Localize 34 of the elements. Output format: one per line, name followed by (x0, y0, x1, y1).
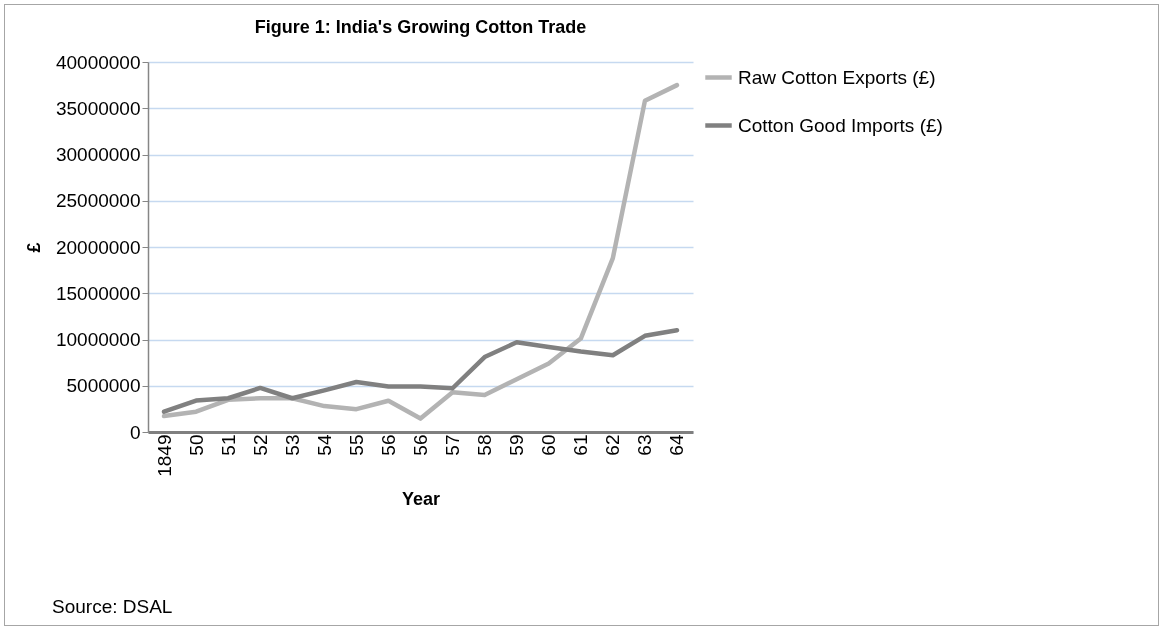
x-tick-label: 60 (538, 434, 560, 456)
x-tick-label: 58 (474, 434, 496, 456)
x-tick-label: 62 (602, 434, 624, 456)
y-tick-label: 40000000 (55, 51, 141, 73)
y-tick-label: 35000000 (55, 97, 141, 119)
y-tick-label: 30000000 (55, 144, 141, 165)
line-series (161, 82, 680, 421)
x-tick-label: 50 (185, 434, 207, 456)
x-tick-label: 53 (281, 434, 303, 456)
legend-label: Cotton Good Imports (£) (738, 114, 943, 136)
x-tick-label: 54 (313, 434, 335, 456)
source-note: Source: DSAL (52, 596, 173, 618)
x-tick-label: 61 (570, 434, 592, 456)
y-axis-title: £ (23, 242, 44, 253)
y-tick-label: 10000000 (55, 329, 141, 350)
x-tick-label: 51 (217, 434, 239, 456)
line-series (161, 328, 680, 414)
x-tick-label: 59 (506, 434, 528, 456)
y-tick-label: 20000000 (55, 236, 141, 258)
x-tick-label: 64 (666, 434, 688, 456)
x-tick-label: 57 (442, 434, 464, 456)
x-tick-label: 1849 (153, 434, 175, 477)
x-tick-label: 63 (634, 434, 656, 456)
y-tick-label: 25000000 (55, 190, 141, 212)
x-axis-title: Year (401, 488, 441, 509)
legend-label: Raw Cotton Exports (£) (738, 66, 936, 88)
x-tick-label: 56 (377, 434, 399, 456)
x-tick-label: 55 (345, 434, 367, 456)
x-tick-label: 52 (249, 434, 271, 456)
y-tick-label: 5000000 (66, 375, 141, 397)
x-tick-label: 56 (410, 434, 431, 456)
y-tick-label: 0 (129, 421, 141, 443)
y-tick-label: 15000000 (55, 282, 141, 304)
chart-title: Figure 1: India's Growing Cotton Trade (254, 17, 587, 37)
